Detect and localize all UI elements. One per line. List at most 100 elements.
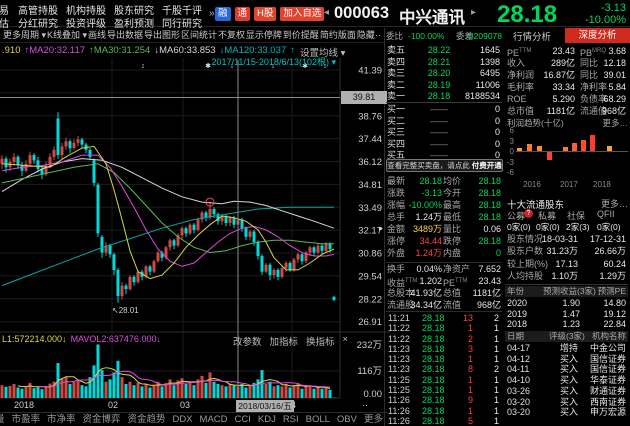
- toolbar-item-隐藏··[interactable]: 隐藏··: [356, 30, 381, 40]
- trade-price: 28.18: [422, 313, 445, 323]
- level-price[interactable]: ——: [430, 104, 448, 114]
- header-button-H股[interactable]: H股: [254, 7, 277, 21]
- indicator-tab-CCI[interactable]: CCI: [234, 414, 251, 425]
- ratings-col-rating: 评级(3家): [549, 331, 585, 341]
- paywall-banner[interactable]: 查看完整买卖盘，请点此 付费开通: [386, 159, 503, 172]
- forecast-year: 2019: [507, 308, 528, 319]
- level-price[interactable]: 28.20: [427, 68, 451, 78]
- prev-stock-arrow[interactable]: ◂: [324, 7, 330, 18]
- finance-row-3: 毛利率 33.34 净利率 5.84: [505, 81, 628, 93]
- toolbar-item-导出数据[interactable]: 导出数据: [106, 30, 143, 40]
- quote-value: -10.00%: [408, 200, 442, 210]
- header-button-加入自选[interactable]: 加入自选: [280, 7, 325, 21]
- toolbar-item-画线[interactable]: 画线: [88, 30, 107, 40]
- menu-item-评估[interactable]: 评估: [0, 19, 9, 30]
- pane-button-换指标[interactable]: 换指标: [306, 337, 335, 348]
- quote-value: 28.18: [478, 200, 501, 210]
- menu-item-股东研究[interactable]: 股东研究: [114, 6, 154, 17]
- toolbar-item-到价提醒[interactable]: 到价提醒: [282, 30, 319, 40]
- indicator-tab-市净率[interactable]: 市净率: [47, 414, 76, 425]
- toolbar-item-K线叠加[interactable]: K线叠加 ▾: [47, 30, 88, 40]
- trade-time: 11:23: [388, 343, 410, 354]
- indicator-tab-KDJ[interactable]: KDJ: [257, 414, 276, 425]
- details-separator-1: [386, 262, 502, 263]
- header-button-通[interactable]: 通: [234, 7, 251, 21]
- holders-label: 股东情况: [507, 234, 544, 244]
- level-price[interactable]: 28.22: [427, 45, 451, 55]
- indicator-tab-OBV[interactable]: OBV: [336, 414, 357, 425]
- paywall-open-button[interactable]: 付费开通: [471, 161, 502, 170]
- pane-button-加指标[interactable]: 加指标: [269, 337, 299, 348]
- toolbar-item-导出图形[interactable]: 导出图形: [143, 30, 180, 40]
- menu-item-同行研究[interactable]: 同行研究: [162, 19, 202, 30]
- menu-item-高管持股[interactable]: 高管持股: [18, 6, 58, 17]
- toolbar-item-简约版面[interactable]: 简约版面: [319, 30, 356, 40]
- holders-more[interactable]: 更多…: [600, 199, 628, 209]
- level-price[interactable]: 28.18: [427, 91, 451, 101]
- trade-price: 28.18: [422, 415, 445, 426]
- rating-row: 04-10 买入 华泰证券: [505, 375, 628, 386]
- quote-value: 1.202: [419, 276, 442, 286]
- svg-text:↖28.01: ↖28.01: [112, 306, 139, 315]
- trade-row: 11:23 28.18 3 1: [386, 344, 502, 354]
- indicator-tab-更多[interactable]: 更多: [363, 414, 383, 425]
- forecast-row-2020: 2020 1.90 14.80: [505, 298, 628, 309]
- forecast-year: 2018: [507, 319, 528, 330]
- pane-button-改参数[interactable]: 改参数: [233, 337, 262, 348]
- paywall-text: 查看完整买卖盘，请点此: [387, 161, 470, 170]
- profit-trend-more[interactable]: 更多…: [602, 118, 628, 128]
- toolbar-item-区间统计[interactable]: 区间统计: [180, 30, 217, 40]
- help-icon[interactable]: ?: [524, 209, 533, 218]
- toolbar-item-更多周期[interactable]: 更多周期 ▾: [3, 30, 47, 40]
- trade-time: 11:21: [388, 313, 410, 323]
- axis-scroll-arrow[interactable]: ▸: [379, 224, 384, 233]
- level-price[interactable]: 28.19: [427, 79, 451, 90]
- holders-row-股东情况: 股东情况 18-03-31 17-12-31: [505, 233, 628, 245]
- trade-volume: 5: [467, 415, 473, 426]
- rating-action: 增持: [560, 343, 579, 353]
- level-price[interactable]: ——: [430, 127, 448, 137]
- header-button-融[interactable]: 融: [215, 7, 231, 21]
- level-price[interactable]: ——: [430, 150, 448, 160]
- forecast-pe: 22.84: [603, 319, 626, 330]
- svg-text:41.39: 41.39: [358, 66, 382, 77]
- indicator-tab-市盈率[interactable]: 市盈率: [11, 414, 41, 425]
- toolbar-item-显示停牌[interactable]: 显示停牌: [245, 30, 282, 40]
- indicator-tab-BOLL[interactable]: BOLL: [305, 414, 330, 425]
- forecast-pe: 14.80: [603, 298, 626, 308]
- tab-行情分析[interactable]: 行情分析: [513, 32, 552, 43]
- indicator-tab-资金趋势[interactable]: 资金趋势: [127, 414, 166, 425]
- kline-canvas[interactable]: ↕ ✱ ↕ ↕ ✱ ↕ ↖28.01 41.39 38.76 37.44 36.12 34.81 33.…: [0, 44, 390, 426]
- trade-row: 11:21 28.18 13 2: [386, 313, 502, 323]
- rating-action: 买入: [560, 364, 579, 375]
- ma-settings-button[interactable]: 设置均线 ▾: [300, 48, 346, 59]
- trade-price: 28.18: [422, 405, 445, 416]
- pane-button-×[interactable]: ×: [342, 334, 349, 345]
- indicator-tab-MACD[interactable]: MACD: [199, 414, 228, 425]
- next-stock-arrow[interactable]: ▸: [471, 7, 477, 18]
- level-price[interactable]: 28.21: [427, 56, 451, 67]
- holder-count: 0家(0): [536, 222, 560, 232]
- menu-item-盈利预测[interactable]: 盈利预测: [114, 19, 154, 30]
- menu-item-千股千评[interactable]: 千股千评: [162, 6, 202, 17]
- level-volume: 1398: [479, 56, 500, 67]
- indicator-tab-资金博弈[interactable]: 资金博弈: [82, 414, 121, 425]
- trade-count: 1: [493, 343, 499, 354]
- indicator-tab-DDX[interactable]: DDX: [172, 414, 193, 425]
- menu-item-机构持股[interactable]: 机构持股: [66, 6, 106, 17]
- menu-item-分红研究[interactable]: 分红研究: [18, 19, 58, 30]
- level-price[interactable]: ——: [430, 138, 448, 149]
- trade-count: 2: [493, 313, 499, 323]
- date-range-label[interactable]: 2017/11/15-2018/6/13(102根) ▾: [211, 57, 336, 67]
- menu-item-交易[interactable]: 交易: [0, 6, 9, 17]
- profit-ytick: -6: [506, 168, 514, 177]
- tab-深度分析[interactable]: 深度分析: [565, 28, 630, 43]
- menu-overflow-arrow[interactable]: »: [209, 8, 215, 19]
- toolbar-item-不复权[interactable]: 不复权: [217, 30, 245, 40]
- level-price[interactable]: ——: [430, 115, 448, 126]
- quote-label: 涨停: [387, 236, 406, 246]
- finance-label: 总市值: [507, 106, 535, 116]
- indicator-tab-量[interactable]: 量: [0, 413, 5, 426]
- indicator-tab-RSI[interactable]: RSI: [282, 414, 299, 425]
- menu-item-投资评级[interactable]: 投资评级: [66, 19, 106, 30]
